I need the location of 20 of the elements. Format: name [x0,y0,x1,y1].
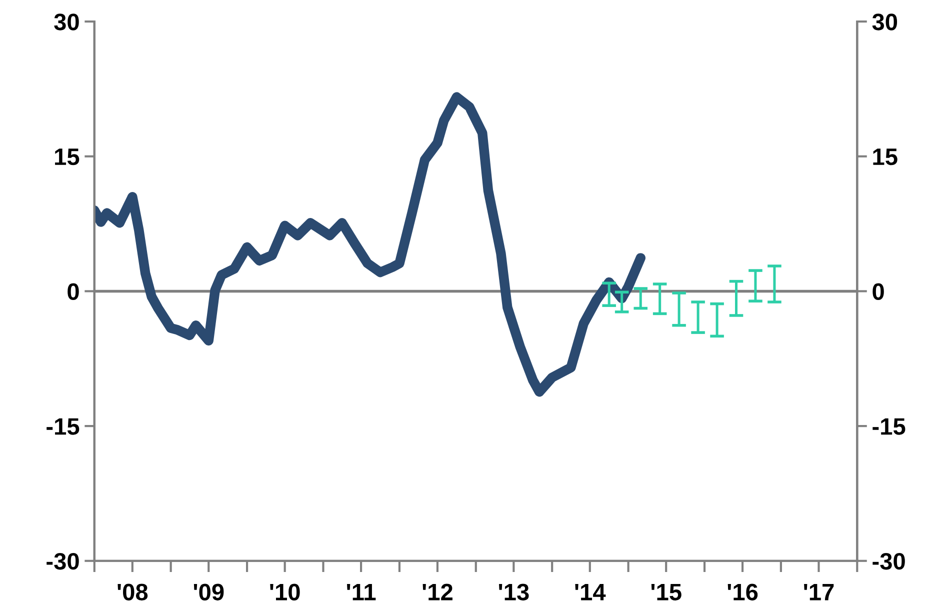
x-tick-label: '16 [728,584,758,600]
y-tick-label: 15 [55,148,80,166]
y-tick-label: -15 [46,418,80,435]
y2-tick-label: 15 [873,148,898,166]
y2-tick-label: -15 [872,418,906,435]
y-tick-label: 0 [68,283,79,300]
x-tick-label: '13 [498,584,529,600]
y2-tick-label: 0 [872,283,884,300]
y2-tick-label: -30 [872,552,905,570]
x-tick-label: '11 [347,584,376,600]
y-tick-label: -30 [46,552,79,570]
x-tick-label: '09 [194,584,224,600]
x-tick-label: '15 [651,584,682,600]
x-tick-label: '08 [118,584,148,600]
y-tick-label: 30 [54,14,79,30]
x-tick-label: '14 [575,584,606,600]
y2-tick-label: 30 [872,14,898,30]
x-tick-label: '12 [422,584,452,600]
x-tick-label: '10 [270,584,300,600]
x-tick-label: '17 [804,584,834,600]
